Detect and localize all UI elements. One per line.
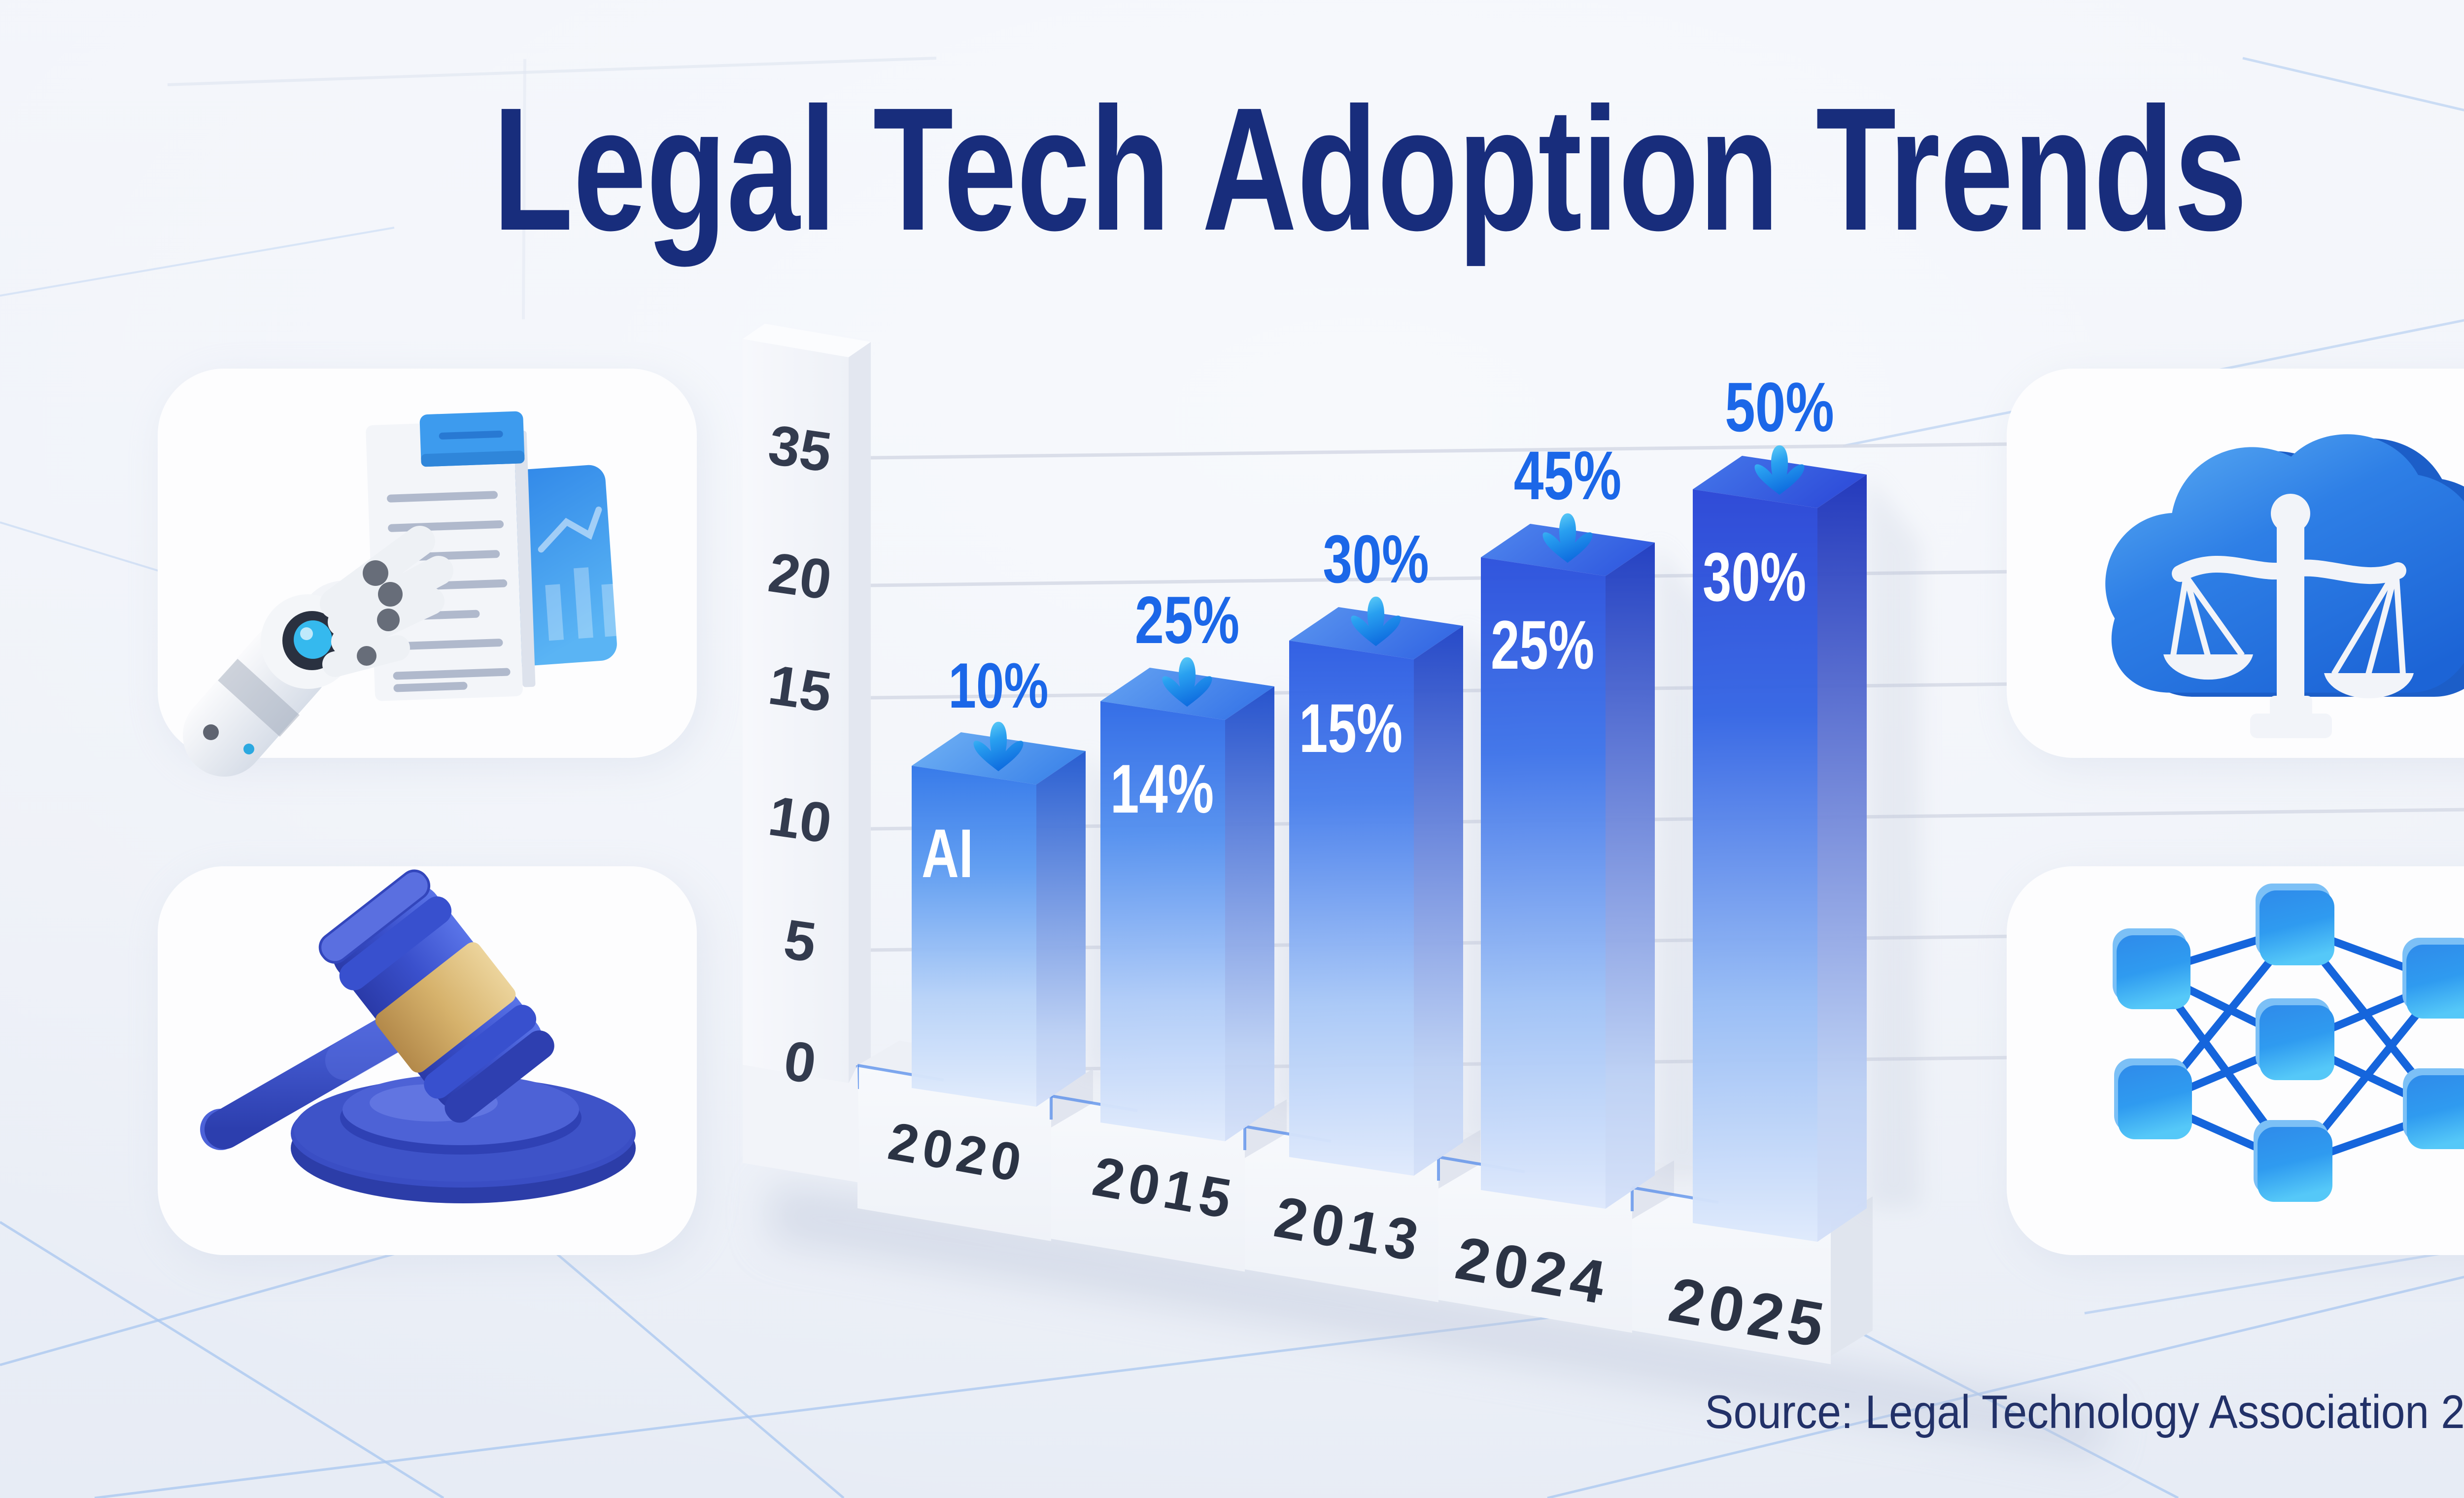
svg-text:10: 10 [765, 784, 835, 855]
svg-text:50%: 50% [1725, 368, 1834, 446]
svg-text:14%: 14% [1110, 750, 1214, 827]
svg-text:45%: 45% [1514, 437, 1622, 514]
svg-text:AI: AI [922, 815, 973, 892]
svg-text:Source: Legal Technology Assoc: Source: Legal Technology Association 202… [1705, 1386, 2464, 1438]
svg-text:25%: 25% [1491, 607, 1594, 683]
svg-text:15: 15 [765, 653, 835, 724]
svg-text:15%: 15% [1299, 690, 1403, 767]
svg-text:20: 20 [765, 541, 835, 612]
svg-text:10%: 10% [949, 649, 1049, 721]
svg-text:Legal Tech Adoption Trends: Legal Tech Adoption Trends [493, 71, 2247, 268]
svg-text:30%: 30% [1323, 521, 1429, 597]
svg-text:30%: 30% [1703, 539, 1806, 615]
svg-text:35: 35 [765, 413, 835, 484]
svg-text:25%: 25% [1135, 582, 1239, 657]
